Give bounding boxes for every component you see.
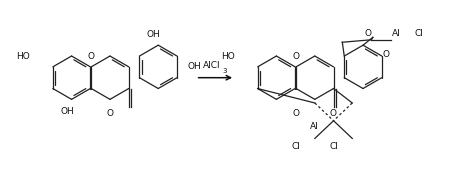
Text: O: O	[365, 29, 372, 38]
Text: OH: OH	[146, 30, 160, 39]
Text: O: O	[383, 50, 390, 59]
Text: O: O	[292, 109, 300, 118]
Text: O: O	[330, 109, 337, 118]
Text: Cl: Cl	[292, 142, 301, 151]
Text: Al: Al	[310, 122, 319, 131]
Text: AlCl: AlCl	[202, 61, 220, 70]
Text: Cl: Cl	[414, 29, 423, 38]
Text: O: O	[87, 52, 94, 61]
Text: OH: OH	[188, 62, 201, 71]
Text: O: O	[107, 109, 113, 118]
Text: O: O	[292, 52, 299, 61]
Text: OH: OH	[61, 107, 74, 116]
Text: HO: HO	[221, 52, 235, 61]
Text: HO: HO	[17, 52, 30, 61]
Text: Al: Al	[392, 29, 401, 38]
Text: 3: 3	[222, 68, 227, 74]
Text: Cl: Cl	[329, 142, 338, 151]
